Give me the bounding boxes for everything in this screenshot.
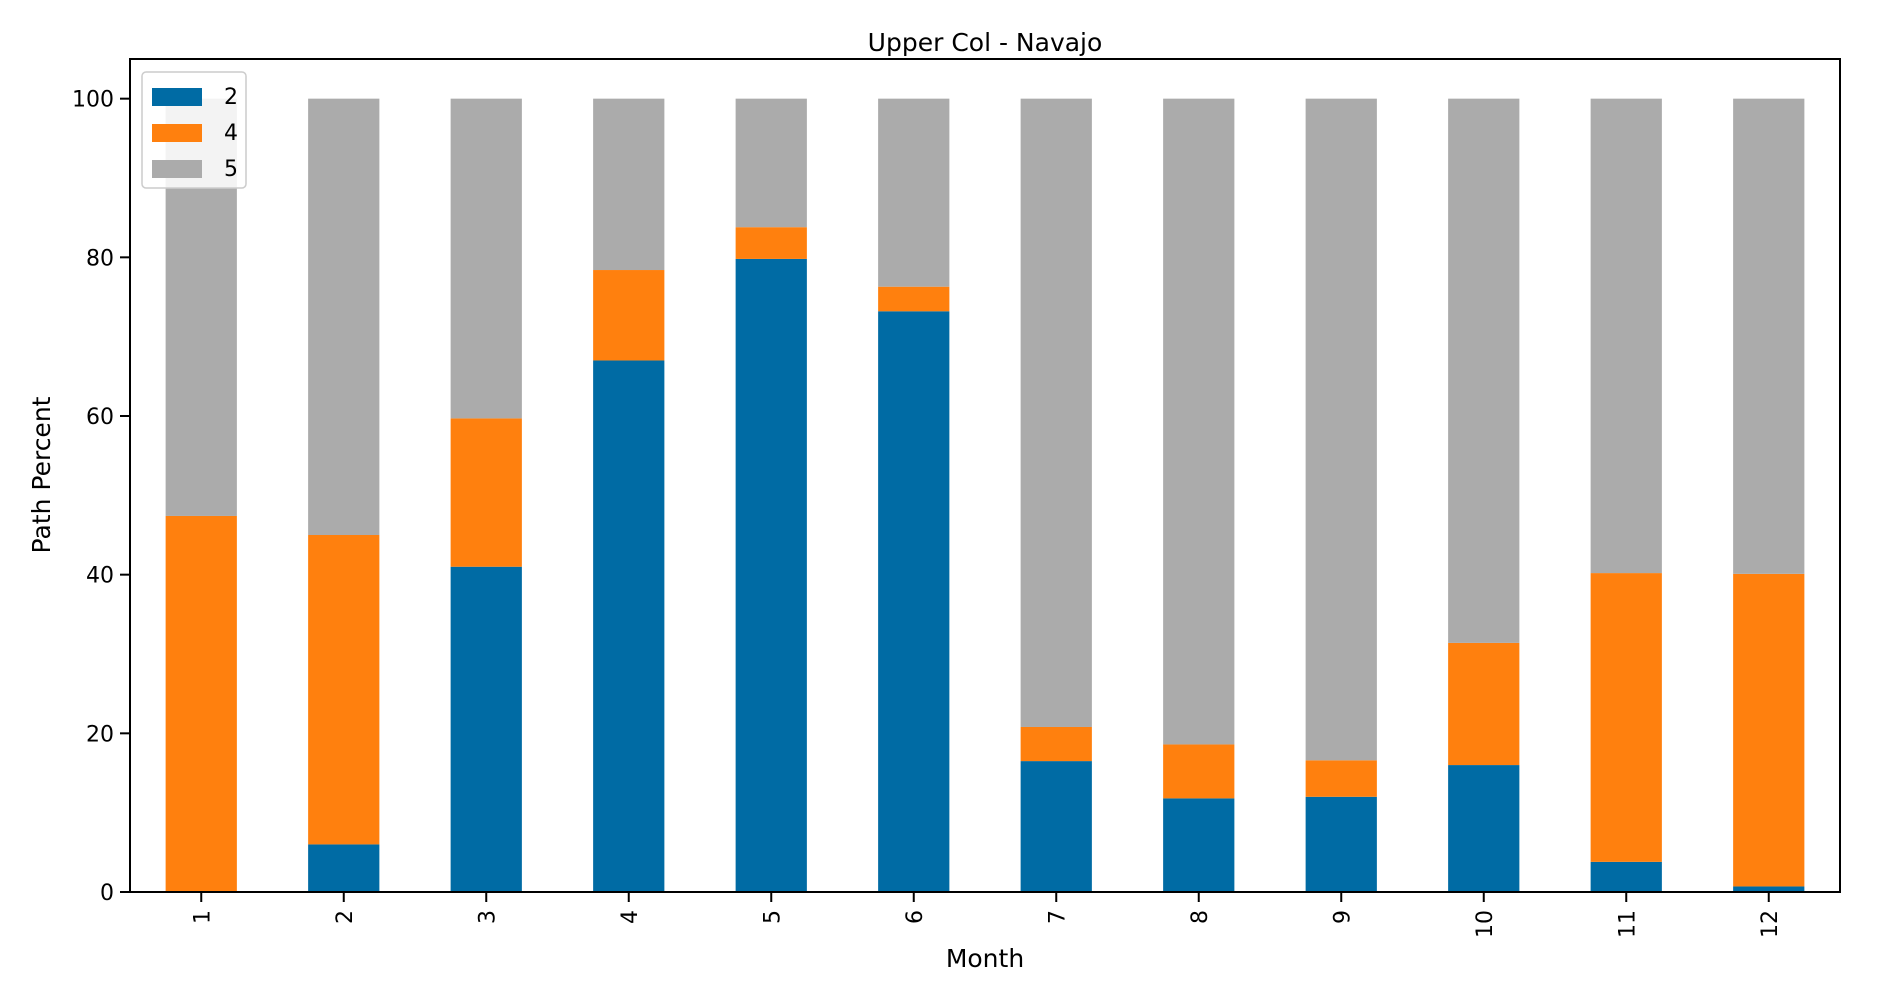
legend-label-5: 5	[224, 157, 238, 182]
x-tick-label-11: 11	[1615, 910, 1640, 938]
y-tick-label-40: 40	[86, 564, 114, 589]
bar-month-9-series-2	[1305, 796, 1377, 892]
bar-month-5-series-4	[735, 227, 807, 259]
bar-month-11-series-5	[1590, 98, 1662, 574]
x-tick-label-4: 4	[618, 910, 643, 924]
bar-month-2-series-5	[308, 98, 380, 536]
x-tick-label-6: 6	[903, 910, 928, 924]
x-tick-label-2: 2	[333, 910, 358, 924]
bar-month-12-series-5	[1733, 98, 1805, 574]
legend-swatch-5	[152, 160, 202, 178]
x-tick-label-10: 10	[1473, 910, 1498, 938]
bar-month-4-series-4	[593, 270, 665, 361]
bar-month-9-series-5	[1305, 98, 1377, 761]
bar-month-5-series-2	[735, 258, 807, 892]
x-tick-label-1: 1	[190, 910, 215, 924]
legend-label-2: 2	[224, 85, 238, 110]
chart-title: Upper Col - Navajo	[868, 28, 1103, 57]
plot-frame	[129, 58, 1841, 893]
bars-layer	[165, 98, 1805, 892]
x-tick-label-7: 7	[1045, 910, 1070, 924]
y-tick-label-60: 60	[86, 405, 114, 430]
legend: 2 4 5	[141, 71, 247, 189]
bar-month-3-series-4	[450, 418, 522, 567]
legend-swatch-4	[152, 124, 202, 142]
bar-month-1-series-4	[165, 515, 237, 892]
bar-month-2-series-2	[308, 844, 380, 892]
bar-month-12-series-2	[1733, 886, 1805, 892]
bar-month-6-series-4	[878, 286, 950, 312]
bar-month-10-series-2	[1448, 765, 1520, 892]
bar-month-11-series-2	[1590, 861, 1662, 892]
bar-month-8-series-2	[1163, 798, 1235, 892]
bar-month-8-series-4	[1163, 744, 1235, 799]
bar-month-3-series-5	[450, 98, 522, 419]
bar-month-11-series-4	[1590, 573, 1662, 862]
bar-month-2-series-4	[308, 535, 380, 845]
x-axis-label: Month	[946, 944, 1024, 973]
bar-month-12-series-4	[1733, 573, 1805, 887]
x-tick-label-5: 5	[760, 910, 785, 924]
bar-month-8-series-5	[1163, 98, 1235, 745]
bar-month-4-series-2	[593, 360, 665, 892]
y-tick-label-0: 0	[100, 881, 114, 906]
x-tick-label-3: 3	[475, 910, 500, 924]
x-axis: 1 2 3 4 5 6 7 8 9 10 11 12	[190, 892, 1783, 938]
bar-month-3-series-2	[450, 566, 522, 892]
bar-month-6-series-5	[878, 98, 950, 287]
bar-month-7-series-4	[1020, 726, 1092, 762]
bar-month-10-series-5	[1448, 98, 1520, 643]
bar-month-4-series-5	[593, 98, 665, 271]
legend-swatch-2	[152, 88, 202, 106]
x-tick-label-12: 12	[1758, 910, 1783, 938]
y-axis: 0 20 40 60 80 100	[72, 88, 130, 906]
bar-month-6-series-2	[878, 311, 950, 892]
legend-label-4: 4	[224, 121, 238, 146]
bar-month-7-series-2	[1020, 761, 1092, 892]
x-tick-label-8: 8	[1188, 910, 1213, 924]
bar-month-10-series-4	[1448, 642, 1520, 766]
bar-month-7-series-5	[1020, 98, 1092, 727]
y-tick-label-80: 80	[86, 246, 114, 271]
bar-month-5-series-5	[735, 98, 807, 228]
y-tick-label-100: 100	[72, 88, 114, 113]
y-axis-label: Path Percent	[27, 396, 56, 553]
x-tick-label-9: 9	[1330, 910, 1355, 924]
y-tick-label-20: 20	[86, 722, 114, 747]
bar-month-9-series-4	[1305, 760, 1377, 797]
